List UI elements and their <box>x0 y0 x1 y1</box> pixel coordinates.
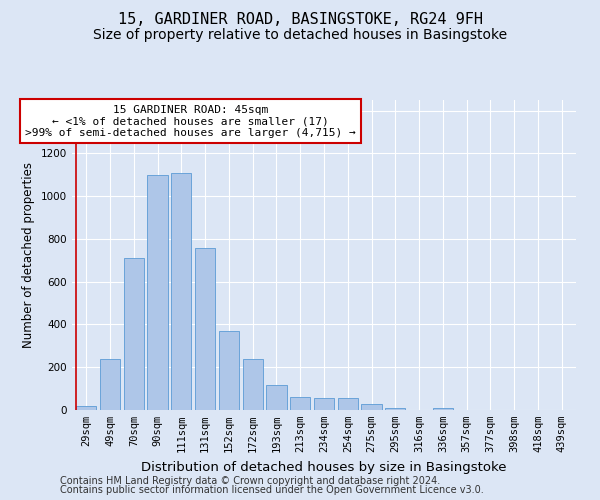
Bar <box>338 398 358 410</box>
Text: 15, GARDINER ROAD, BASINGSTOKE, RG24 9FH: 15, GARDINER ROAD, BASINGSTOKE, RG24 9FH <box>118 12 482 28</box>
Bar <box>148 175 167 410</box>
Bar <box>195 248 215 410</box>
Bar <box>242 358 263 410</box>
Bar <box>124 258 144 410</box>
Bar <box>290 397 310 410</box>
Text: 15 GARDINER ROAD: 45sqm
← <1% of detached houses are smaller (17)
>99% of semi-d: 15 GARDINER ROAD: 45sqm ← <1% of detache… <box>25 104 356 138</box>
Y-axis label: Number of detached properties: Number of detached properties <box>22 162 35 348</box>
X-axis label: Distribution of detached houses by size in Basingstoke: Distribution of detached houses by size … <box>141 460 507 473</box>
Bar <box>385 408 406 410</box>
Text: Size of property relative to detached houses in Basingstoke: Size of property relative to detached ho… <box>93 28 507 42</box>
Bar <box>361 404 382 410</box>
Bar <box>266 386 287 410</box>
Bar <box>76 406 97 410</box>
Text: Contains public sector information licensed under the Open Government Licence v3: Contains public sector information licen… <box>60 485 484 495</box>
Text: Contains HM Land Registry data © Crown copyright and database right 2024.: Contains HM Land Registry data © Crown c… <box>60 476 440 486</box>
Bar <box>433 408 453 410</box>
Bar <box>171 172 191 410</box>
Bar <box>314 398 334 410</box>
Bar <box>100 358 120 410</box>
Bar <box>219 331 239 410</box>
